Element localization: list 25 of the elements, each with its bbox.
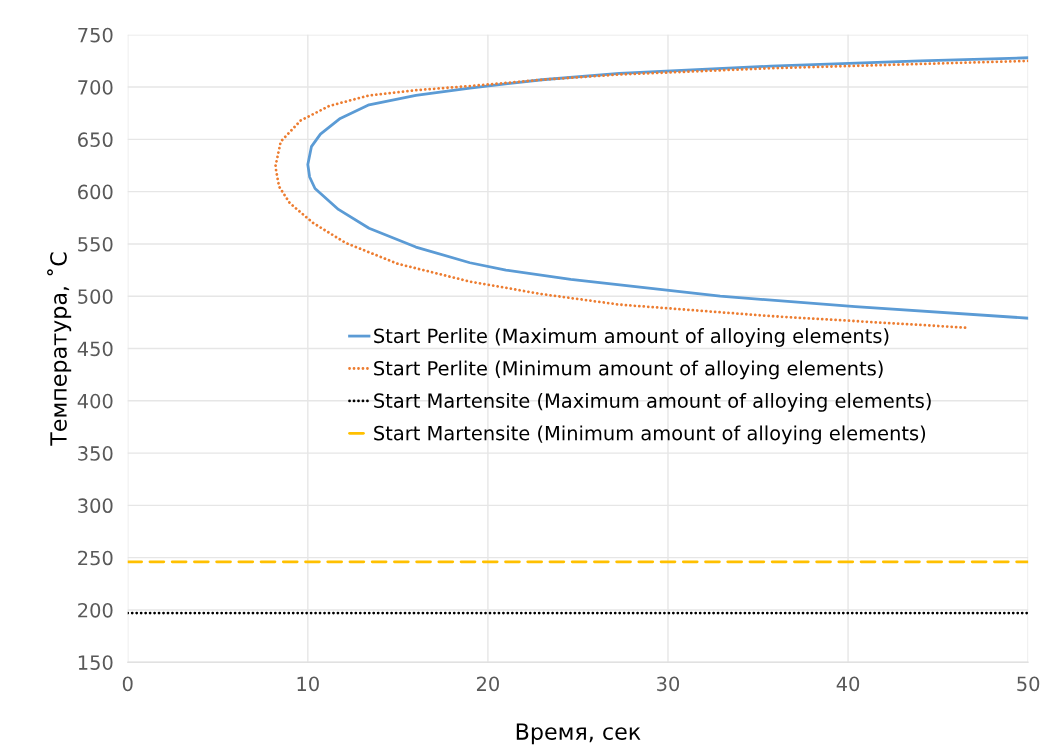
legend-label: Start Perlite (Minimum amount of alloying elements) [374, 360, 883, 380]
legend-label: Start Perlite (Maximum amount of alloying elements) [374, 328, 889, 347]
legend-label: Start Martensite (Minimum amount of alloying elements) [374, 425, 926, 445]
x-axis-title: Время, сек [516, 723, 641, 745]
x-tick-label: 40 [836, 676, 860, 692]
y-tick-label: 250 [78, 550, 113, 566]
y-tick-label: 150 [78, 655, 113, 670]
y-tick-label: 350 [78, 446, 113, 461]
y-tick-label: 300 [78, 498, 113, 514]
x-tick-label: 50 [1017, 676, 1040, 692]
y-tick-label: 550 [78, 236, 113, 252]
y-axis-title: Температура, ˚C [47, 252, 72, 446]
y-tick-label: 500 [78, 289, 113, 304]
y-tick-label: 400 [77, 393, 113, 409]
y-tick-label: 650 [78, 132, 113, 148]
legend-label: Start Martensite (Maximum amount of alloying elements) [374, 392, 931, 412]
y-tick-label: 700 [78, 80, 113, 95]
x-tick-label: 30 [657, 676, 680, 692]
x-tick-label: 0 [122, 676, 133, 692]
y-tick-label: 200 [78, 602, 113, 618]
y-tick-label: 450 [77, 341, 113, 357]
y-tick-label: 750 [78, 27, 113, 43]
x-tick-label: 20 [476, 676, 499, 692]
x-tick-label: 10 [297, 676, 319, 692]
y-tick-label: 600 [78, 184, 113, 200]
